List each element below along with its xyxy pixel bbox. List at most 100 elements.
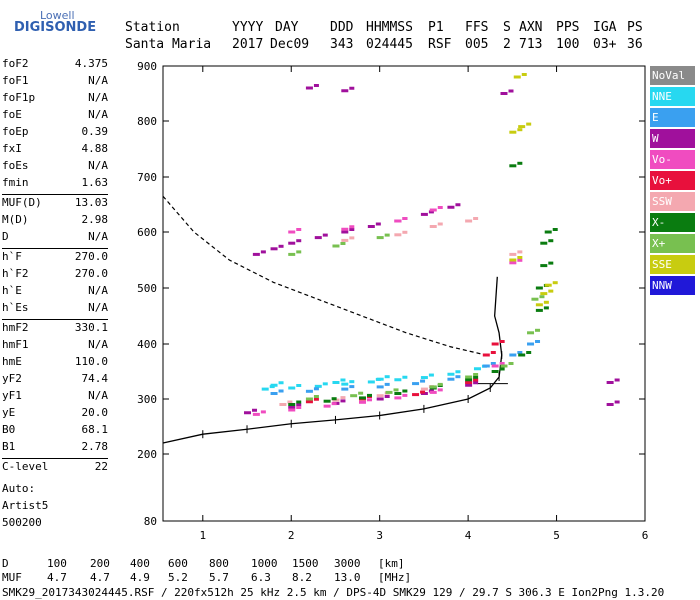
point-e <box>482 364 490 368</box>
param-value: 2.78 <box>81 440 109 453</box>
point-sse-trace <box>552 281 558 285</box>
x-tick-label: 5 <box>553 529 560 542</box>
point-w-trace <box>260 250 266 254</box>
point-e-trace <box>535 340 541 343</box>
point-vo <box>429 390 437 394</box>
param-value: 330.1 <box>74 321 108 334</box>
point-x-trace <box>366 393 372 397</box>
point-w-trace <box>349 86 355 90</box>
param-row-yf2: yF2 74.4 <box>2 372 108 389</box>
point-w <box>341 230 349 234</box>
point-w <box>420 212 428 216</box>
point-e <box>412 382 420 386</box>
point-vo <box>341 227 349 231</box>
header-value-4: 024445 <box>366 37 413 52</box>
point-w <box>252 252 260 256</box>
header-label-11: PS <box>627 20 643 35</box>
param-divider <box>2 319 108 320</box>
param-row-foep: foEp 0.39 <box>2 125 108 142</box>
legend: NoVal NNE E W Vo- Vo+ SSW X- X+ SSE NNW <box>650 66 695 297</box>
param-row-foes: foEs N/A <box>2 159 108 176</box>
point-sse <box>509 258 517 262</box>
footer-muf-value: 8.2 <box>292 571 312 584</box>
param-value: 20.0 <box>81 406 109 419</box>
true-height-profile <box>162 276 503 444</box>
point-e <box>305 389 313 393</box>
point-x-trace <box>517 161 523 165</box>
point-vo-trace <box>499 340 505 343</box>
point-x-trace <box>535 328 541 332</box>
y-tick-label: 80 <box>144 515 157 528</box>
point-vo <box>288 230 296 234</box>
point-e <box>527 342 535 346</box>
footer-muf-value: 4.7 <box>47 571 67 584</box>
point-sse-trace <box>517 256 523 259</box>
header-value-9: 100 <box>556 37 580 52</box>
footer-d-value: 3000 <box>334 557 361 570</box>
param-key: hmE <box>2 355 22 368</box>
point-x <box>531 297 539 301</box>
point-vo <box>394 396 402 400</box>
y-tick-label: 400 <box>137 338 157 351</box>
y-tick-label: 300 <box>137 393 157 406</box>
param-row-hf: h`F 270.0 <box>2 250 108 267</box>
param-key: foEs <box>2 159 29 172</box>
footer-muf-value: 4.7 <box>90 571 110 584</box>
param-row-fof1: foF1 N/A <box>2 74 108 91</box>
point-vo-trace <box>296 406 302 409</box>
auto-code: 500200 <box>2 516 42 529</box>
param-value: N/A <box>88 301 108 314</box>
param-key: yF2 <box>2 372 22 385</box>
footer-muf-value: [MHz] <box>378 571 412 584</box>
point-w <box>606 403 614 406</box>
logo-lowell: Lowell <box>40 9 75 22</box>
header-label-3: DDD <box>330 20 354 35</box>
point-vo-trace <box>420 390 426 394</box>
param-value: N/A <box>88 108 108 121</box>
header-value-5: RSF <box>428 37 452 52</box>
y-tick-label: 700 <box>137 171 157 184</box>
header-value-11: 36 <box>627 37 643 52</box>
param-key: h`E <box>2 284 22 297</box>
point-vo-trace <box>437 388 443 392</box>
param-key: M(D) <box>2 213 29 226</box>
point-w <box>270 247 278 251</box>
footer-d-value: 600 <box>168 557 188 570</box>
point-ssw-trace <box>473 217 479 220</box>
point-nne-trace <box>384 375 390 379</box>
header-label-4: HHMMSS <box>366 20 413 35</box>
x-tick-label: 3 <box>376 529 383 542</box>
point-x <box>465 375 473 379</box>
point-x-trace <box>548 239 554 243</box>
point-vo <box>491 342 499 346</box>
point-ssw <box>394 233 402 237</box>
point-x <box>323 399 331 403</box>
point-x <box>491 370 499 373</box>
param-key: yE <box>2 406 16 419</box>
point-x-trace <box>393 388 399 392</box>
point-ssw <box>429 225 437 228</box>
point-x-trace <box>384 233 390 237</box>
point-x-trace <box>508 362 514 365</box>
point-x <box>429 385 437 389</box>
param-row-hf2: h`F2 270.0 <box>2 267 108 284</box>
param-value: 13.03 <box>74 196 108 209</box>
param-row-hmf1: hmF1 N/A <box>2 338 108 355</box>
point-ssw-trace <box>402 230 408 234</box>
point-w-trace <box>614 378 620 382</box>
point-w-trace <box>322 233 328 237</box>
x-tick-label: 2 <box>288 529 295 542</box>
point-x <box>376 236 384 240</box>
point-sse <box>535 303 543 307</box>
logo-digisonde: DIGISONDE <box>14 20 97 35</box>
point-x <box>288 403 296 406</box>
point-w <box>244 411 252 415</box>
header-value-8: 713 <box>519 37 543 52</box>
point-x-trace <box>473 375 479 379</box>
point-x-trace <box>543 306 549 310</box>
point-vo <box>482 353 490 357</box>
point-vo-trace <box>331 402 337 406</box>
point-vo <box>509 261 517 265</box>
point-x <box>358 396 366 400</box>
